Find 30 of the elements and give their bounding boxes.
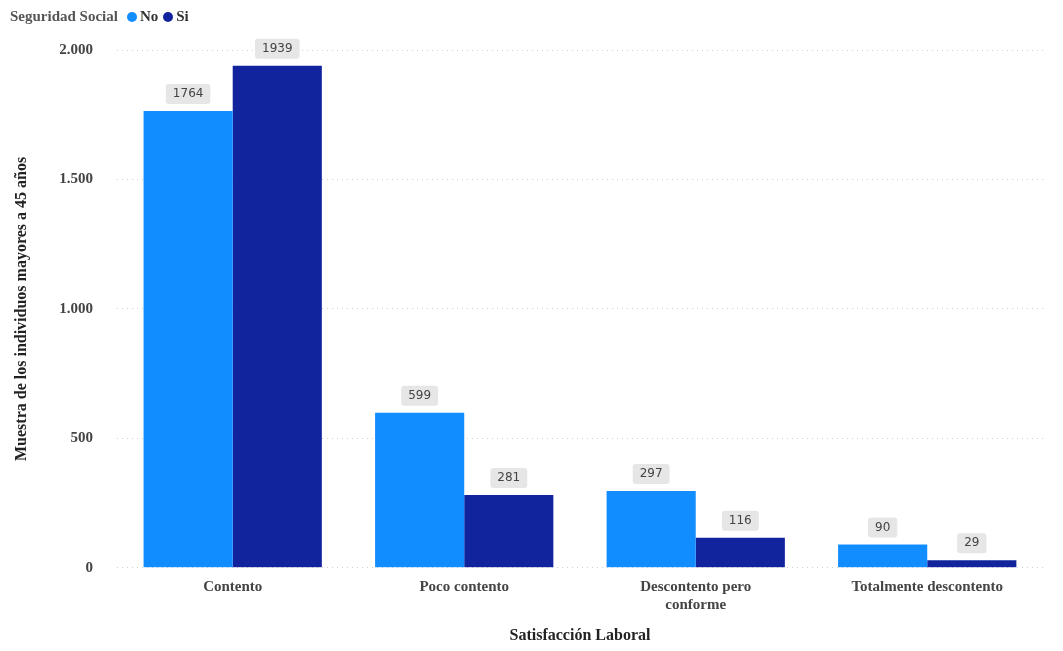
bar — [375, 412, 465, 568]
bar — [606, 490, 696, 568]
y-tick-label: 1.000 — [59, 299, 93, 316]
data-label: 281 — [497, 470, 521, 485]
y-tick-label: 0 — [85, 558, 93, 575]
legend-label: No — [139, 8, 159, 25]
y-tick-label: 500 — [70, 429, 93, 446]
bar — [927, 560, 1017, 568]
data-label: 29 — [964, 535, 980, 550]
y-axis-title: Muestra de los individuos mayores a 45 años — [11, 156, 30, 461]
data-label: 1939 — [262, 40, 293, 55]
x-axis-title: Satisfacción Laboral — [509, 625, 651, 643]
x-tick-label: Totalmente descontento — [851, 577, 1004, 594]
bar — [464, 495, 554, 568]
bar — [232, 65, 322, 568]
data-label: 599 — [408, 387, 432, 402]
data-label: 90 — [875, 519, 891, 534]
y-tick-label: 1.500 — [59, 170, 93, 187]
data-label: 1764 — [172, 86, 204, 101]
y-tick-label: 2.000 — [59, 40, 93, 57]
x-tick-label: Descontento pero conforme — [640, 577, 752, 612]
bar — [695, 537, 785, 568]
legend-title: Seguridad Social — [10, 8, 118, 25]
data-label: 297 — [639, 466, 663, 481]
x-tick-label: Contento — [203, 577, 263, 594]
bar — [143, 111, 233, 568]
bar — [838, 544, 928, 568]
legend-label: Si — [176, 8, 189, 25]
x-tick-label: Poco contento — [419, 577, 509, 594]
data-label: 116 — [728, 512, 752, 527]
